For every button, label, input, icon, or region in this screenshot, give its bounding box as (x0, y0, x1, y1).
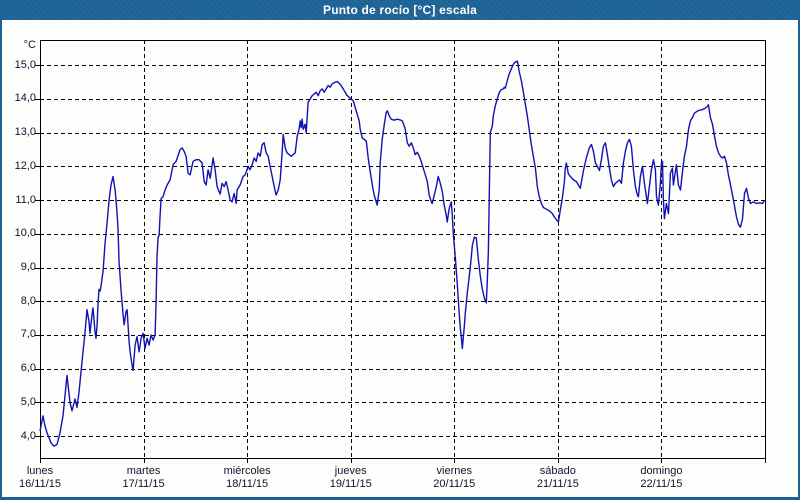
x-date-label: 22/11/15 (640, 478, 683, 490)
x-axis-label-group: miércoles 18/11/15 (224, 465, 271, 491)
series-punto-de-rocío (39, 60, 766, 447)
y-tick-label: 10,0 (14, 227, 36, 240)
x-weekday-label: domingo (640, 465, 683, 477)
window-title-bar[interactable]: Punto de rocío [°C] escala (0, 0, 800, 20)
x-axis-label-group: martes 17/11/15 (123, 465, 165, 491)
window-title: Punto de rocío [°C] escala (322, 3, 478, 17)
x-axis-label-group: sábado 21/11/15 (537, 465, 579, 491)
y-tick-label: 5,0 (20, 395, 36, 408)
x-axis-label-group: domingo 22/11/15 (640, 465, 682, 491)
y-tick-label: 11,0 (15, 193, 36, 206)
x-weekday-label: jueves (334, 465, 367, 477)
y-tick-label: 7,0 (20, 328, 36, 341)
window-border-bottom (0, 497, 800, 500)
y-tick-label: 6,0 (20, 362, 36, 375)
y-tick-label: 8,0 (20, 294, 36, 307)
window-border-left (0, 20, 2, 500)
window-border-right (798, 20, 800, 500)
y-tick-label: 14,0 (14, 92, 36, 105)
x-date-label: 20/11/15 (433, 478, 476, 490)
x-weekday-label: miércoles (223, 465, 271, 477)
y-tick-label: 15,0 (14, 58, 36, 71)
y-tick-label: 9,0 (20, 261, 36, 274)
x-weekday-label: viernes (436, 465, 473, 477)
y-tick-label: 13,0 (14, 126, 36, 139)
plot-border (40, 40, 766, 459)
x-weekday-label: martes (126, 465, 161, 477)
x-date-label: 18/11/15 (226, 478, 269, 490)
x-date-label: 16/11/15 (18, 478, 62, 490)
x-weekday-label: sábado (539, 465, 576, 477)
y-tick-label: 12,0 (14, 159, 36, 172)
x-axis-label-group: lunes 16/11/15 (19, 465, 61, 491)
x-date-label: 19/11/15 (329, 478, 372, 490)
y-tick-label: 4,0 (20, 429, 36, 442)
y-axis-unit-label: °C (23, 39, 36, 51)
x-date-label: 21/11/15 (536, 478, 579, 490)
x-axis-label-group: viernes 20/11/15 (433, 465, 475, 491)
x-weekday-label: lunes (26, 465, 54, 477)
x-axis-label-group: jueves 19/11/15 (330, 465, 372, 491)
x-date-label: 17/11/15 (122, 478, 165, 490)
